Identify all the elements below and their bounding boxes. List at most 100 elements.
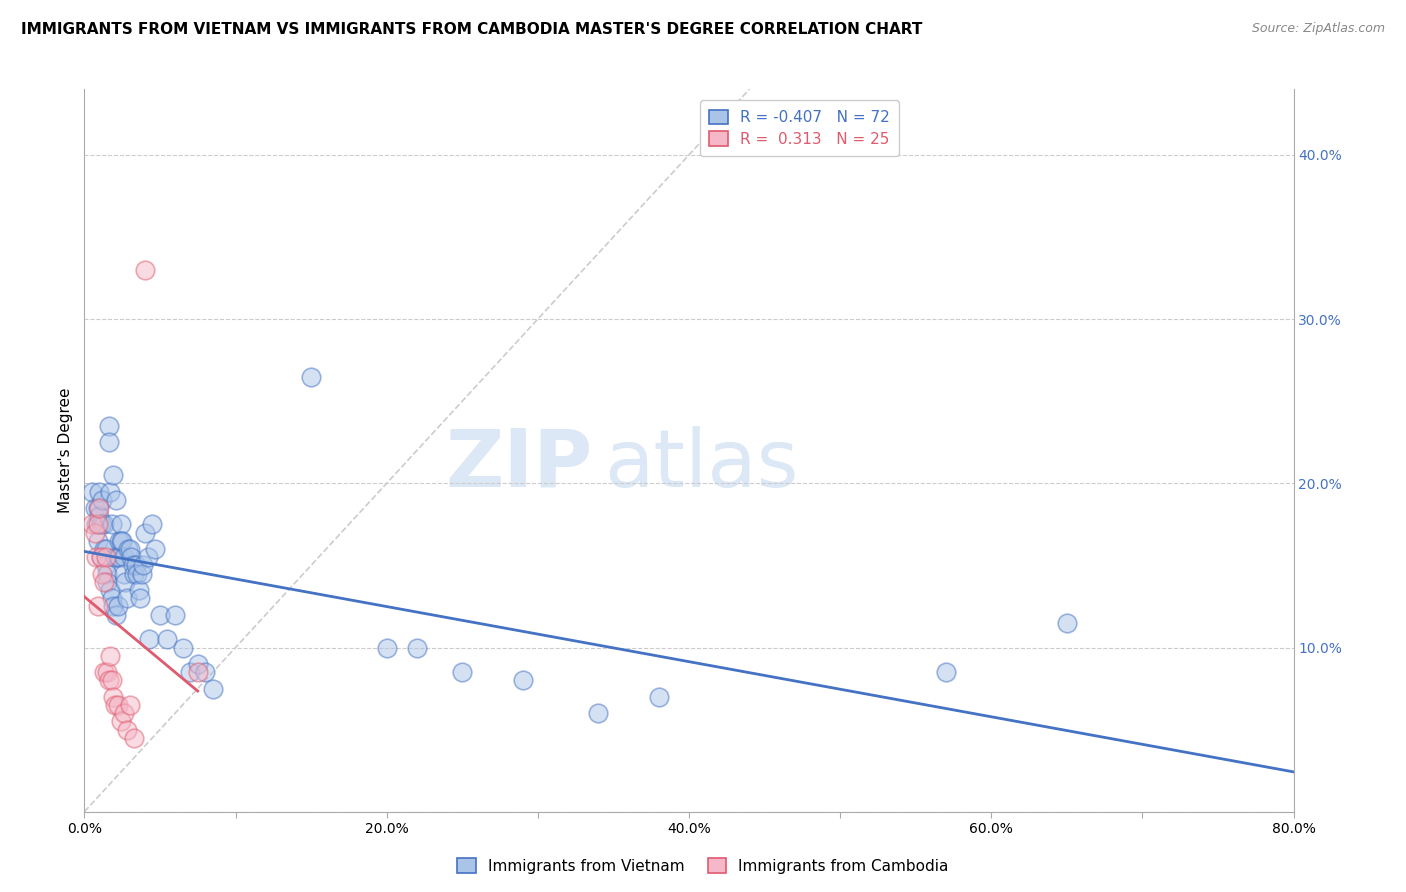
Point: [93, 541, 115, 556]
Point: [129, 591, 152, 606]
Point: [93, 665, 115, 680]
Point: [172, 640, 194, 655]
Point: [117, 541, 139, 556]
Point: [111, 533, 134, 548]
Point: [94, 558, 117, 573]
Point: [201, 681, 224, 696]
Point: [98, 582, 121, 597]
Point: [110, 517, 132, 532]
Point: [194, 665, 217, 680]
Legend: Immigrants from Vietnam, Immigrants from Cambodia: Immigrants from Vietnam, Immigrants from…: [451, 852, 955, 880]
Point: [89, 484, 111, 499]
Point: [91, 517, 114, 532]
Point: [105, 492, 128, 507]
Point: [112, 566, 135, 581]
Point: [93, 574, 115, 589]
Point: [122, 566, 145, 581]
Point: [406, 640, 429, 655]
Point: [115, 723, 138, 737]
Point: [107, 698, 129, 712]
Point: [118, 541, 141, 556]
Point: [108, 550, 131, 565]
Point: [299, 369, 322, 384]
Point: [121, 558, 143, 573]
Point: [87, 533, 110, 548]
Y-axis label: Master's Degree: Master's Degree: [58, 388, 73, 513]
Point: [98, 648, 121, 663]
Point: [84, 500, 107, 515]
Point: [138, 632, 160, 647]
Point: [187, 657, 209, 671]
Point: [97, 435, 120, 450]
Point: [90, 550, 112, 565]
Point: [98, 484, 121, 499]
Text: atlas: atlas: [605, 425, 799, 504]
Point: [107, 550, 129, 565]
Point: [100, 591, 122, 606]
Point: [134, 262, 156, 277]
Point: [187, 665, 209, 680]
Point: [80, 484, 103, 499]
Point: [114, 574, 136, 589]
Point: [89, 509, 111, 524]
Point: [132, 558, 155, 573]
Point: [179, 665, 201, 680]
Point: [112, 706, 135, 721]
Point: [96, 574, 118, 589]
Point: [94, 541, 117, 556]
Text: Source: ZipAtlas.com: Source: ZipAtlas.com: [1251, 22, 1385, 36]
Point: [165, 607, 187, 622]
Point: [101, 690, 124, 704]
Point: [89, 500, 111, 515]
Point: [93, 517, 115, 532]
Point: [87, 517, 110, 532]
Point: [108, 533, 131, 548]
Point: [91, 492, 114, 507]
Point: [451, 665, 474, 680]
Point: [375, 640, 398, 655]
Point: [97, 673, 120, 688]
Text: IMMIGRANTS FROM VIETNAM VS IMMIGRANTS FROM CAMBODIA MASTER'S DEGREE CORRELATION : IMMIGRANTS FROM VIETNAM VS IMMIGRANTS FR…: [21, 22, 922, 37]
Point: [141, 517, 163, 532]
Point: [104, 550, 127, 565]
Point: [90, 550, 112, 565]
Text: ZIP: ZIP: [444, 425, 592, 504]
Point: [145, 541, 167, 556]
Legend: R = -0.407   N = 72, R =  0.313   N = 25: R = -0.407 N = 72, R = 0.313 N = 25: [700, 101, 898, 156]
Point: [115, 591, 138, 606]
Point: [149, 607, 172, 622]
Point: [112, 550, 135, 565]
Point: [512, 673, 534, 688]
Point: [100, 517, 122, 532]
Point: [104, 698, 127, 712]
Point: [97, 418, 120, 433]
Point: [125, 558, 148, 573]
Point: [91, 566, 114, 581]
Point: [80, 517, 103, 532]
Point: [87, 500, 110, 515]
Point: [128, 582, 150, 597]
Point: [120, 550, 142, 565]
Point: [588, 706, 610, 721]
Point: [110, 533, 132, 548]
Point: [156, 632, 179, 647]
Point: [94, 550, 117, 565]
Point: [87, 599, 110, 614]
Point: [110, 714, 132, 729]
Point: [96, 566, 118, 581]
Point: [131, 566, 153, 581]
Point: [96, 665, 118, 680]
Point: [127, 566, 149, 581]
Point: [107, 599, 129, 614]
Point: [935, 665, 957, 680]
Point: [118, 698, 141, 712]
Point: [86, 517, 108, 532]
Point: [1056, 615, 1078, 630]
Point: [101, 599, 124, 614]
Point: [122, 731, 145, 745]
Point: [105, 607, 128, 622]
Point: [86, 550, 108, 565]
Point: [90, 517, 112, 532]
Point: [100, 673, 122, 688]
Point: [134, 525, 156, 540]
